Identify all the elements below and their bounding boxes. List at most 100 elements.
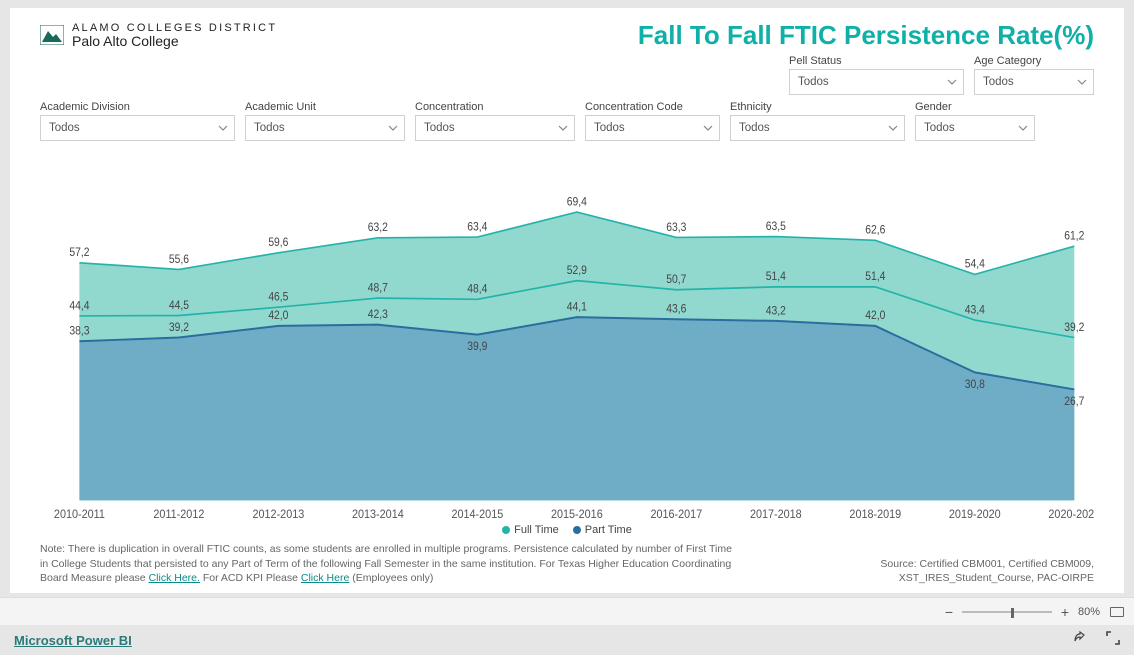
x-axis-label: 2014-2015 <box>451 509 503 522</box>
slicer-pell-status: Pell Status Todos <box>789 55 964 95</box>
slicer-dropdown[interactable]: Todos <box>245 115 405 141</box>
full-time-label: 62,6 <box>865 224 885 237</box>
part-time-label: 30,8 <box>965 378 985 391</box>
legend-item: Part Time <box>573 524 632 536</box>
gap-label: 46,5 <box>268 291 288 304</box>
zoom-control: − + 80% <box>942 604 1100 620</box>
slicer-concentration: Concentration Todos <box>415 101 575 141</box>
slicer-value: Todos <box>983 76 1014 88</box>
gap-label: 44,4 <box>69 300 89 313</box>
slicer-gender: GenderTodos <box>915 101 1035 141</box>
slicer-dropdown[interactable]: Todos <box>915 115 1035 141</box>
full-time-label: 54,4 <box>965 258 985 271</box>
slicer-value: Todos <box>739 122 770 134</box>
persistence-chart: 44,444,546,548,748,452,950,751,451,443,4… <box>40 157 1094 522</box>
footer-row: Note: There is duplication in overall FT… <box>40 542 1094 585</box>
slicer-value: Todos <box>254 122 285 134</box>
part-time-label: 43,6 <box>666 303 686 316</box>
chart-legend: Full Time Part Time <box>40 524 1094 536</box>
gap-label: 48,7 <box>368 282 388 295</box>
gap-label: 52,9 <box>567 264 587 277</box>
source-text: Source: Certified CBM001, Certified CBM0… <box>760 557 1094 585</box>
report-title: Fall To Fall FTIC Persistence Rate(%) <box>638 20 1094 51</box>
gap-label: 39,2 <box>1064 321 1084 334</box>
slicer-value: Todos <box>49 122 80 134</box>
slicer-label: Ethnicity <box>730 101 905 113</box>
app-outer: ALAMO COLLEGES DISTRICT Palo Alto Colleg… <box>0 0 1134 655</box>
slicer-academic-division: Academic Division Todos <box>40 101 235 141</box>
zoom-slider[interactable] <box>962 611 1052 613</box>
legend-label: Part Time <box>585 524 632 536</box>
slicer-label: Academic Unit <box>245 101 405 113</box>
x-axis-label: 2016-2017 <box>650 509 702 522</box>
note-link-acdkpi[interactable]: Click Here <box>301 572 349 584</box>
full-time-label: 63,4 <box>467 221 487 234</box>
legend-marker-icon <box>573 526 581 534</box>
legend-label: Full Time <box>514 524 559 536</box>
part-time-label: 42,3 <box>368 308 388 321</box>
chevron-down-icon <box>703 122 713 134</box>
x-axis-label: 2018-2019 <box>849 509 901 522</box>
slicer-value: Todos <box>594 122 625 134</box>
slicer-value: Todos <box>798 76 829 88</box>
slicer-dropdown[interactable]: Todos <box>40 115 235 141</box>
gap-label: 50,7 <box>666 274 686 287</box>
filters-row-top: Pell StatusTodosAge CategoryTodos <box>40 55 1094 95</box>
part-time-label: 43,2 <box>766 305 786 318</box>
x-axis-label: 2015-2016 <box>551 509 603 522</box>
zoom-out-button[interactable]: − <box>942 604 956 620</box>
x-axis-label: 2012-2013 <box>252 509 304 522</box>
share-icon[interactable] <box>1074 631 1088 650</box>
part-time-label: 44,1 <box>567 301 587 314</box>
slicer-value: Todos <box>424 122 455 134</box>
slicer-dropdown[interactable]: Todos <box>974 69 1094 95</box>
college-name: Palo Alto College <box>72 34 277 49</box>
slicer-dropdown[interactable]: Todos <box>730 115 905 141</box>
note-link-thecb[interactable]: Click Here. <box>149 572 200 584</box>
x-axis-label: 2011-2012 <box>153 509 204 522</box>
filters-row-bottom: Academic Division Todos Academic Unit Todos… <box>40 101 1094 141</box>
fit-to-page-icon[interactable] <box>1110 607 1124 617</box>
status-bar: − + 80% <box>0 597 1134 625</box>
full-time-label: 69,4 <box>567 196 587 209</box>
slicer-label: Pell Status <box>789 55 964 67</box>
slicer-dropdown[interactable]: Todos <box>415 115 575 141</box>
x-axis-label: 2019-2020 <box>949 509 1001 522</box>
part-time-label: 42,0 <box>865 310 885 323</box>
brand-icons <box>1074 631 1120 650</box>
header-row: ALAMO COLLEGES DISTRICT Palo Alto Colleg… <box>40 20 1094 51</box>
full-time-label: 63,2 <box>368 222 388 235</box>
slicer-label: Academic Division <box>40 101 235 113</box>
slicer-age-category: Age CategoryTodos <box>974 55 1094 95</box>
college-logo-icon <box>40 25 64 45</box>
slicer-concentration-code: Concentration Code Todos <box>585 101 720 141</box>
full-time-label: 55,6 <box>169 253 189 266</box>
x-axis-label: 2010-2011 <box>54 509 105 522</box>
chevron-down-icon <box>388 122 398 134</box>
note-part2: For ACD KPI Please <box>203 572 301 584</box>
logo-block: ALAMO COLLEGES DISTRICT Palo Alto Colleg… <box>40 22 277 49</box>
part-time-label: 39,9 <box>467 341 487 354</box>
slicer-ethnicity: Ethnicity Todos <box>730 101 905 141</box>
x-axis-label: 2017-2018 <box>750 509 802 522</box>
gap-label: 51,4 <box>766 271 786 284</box>
slicer-academic-unit: Academic Unit Todos <box>245 101 405 141</box>
part-time-label: 42,0 <box>268 310 288 323</box>
slicer-label: Concentration Code <box>585 101 720 113</box>
fullscreen-icon[interactable] <box>1106 631 1120 650</box>
slicer-label: Concentration <box>415 101 575 113</box>
gap-label: 48,4 <box>467 283 487 296</box>
part-time-label: 38,3 <box>69 325 89 338</box>
full-time-label: 63,3 <box>666 221 686 234</box>
zoom-slider-thumb[interactable] <box>1011 608 1014 618</box>
legend-item: Full Time <box>502 524 559 536</box>
gap-label: 43,4 <box>965 304 985 317</box>
powerbi-link[interactable]: Microsoft Power BI <box>14 633 132 648</box>
zoom-in-button[interactable]: + <box>1058 604 1072 620</box>
slicer-dropdown[interactable]: Todos <box>585 115 720 141</box>
full-time-label: 59,6 <box>268 237 288 250</box>
part-time-label: 26,7 <box>1064 395 1084 408</box>
legend-marker-icon <box>502 526 510 534</box>
slicer-dropdown[interactable]: Todos <box>789 69 964 95</box>
full-time-label: 57,2 <box>69 247 89 260</box>
